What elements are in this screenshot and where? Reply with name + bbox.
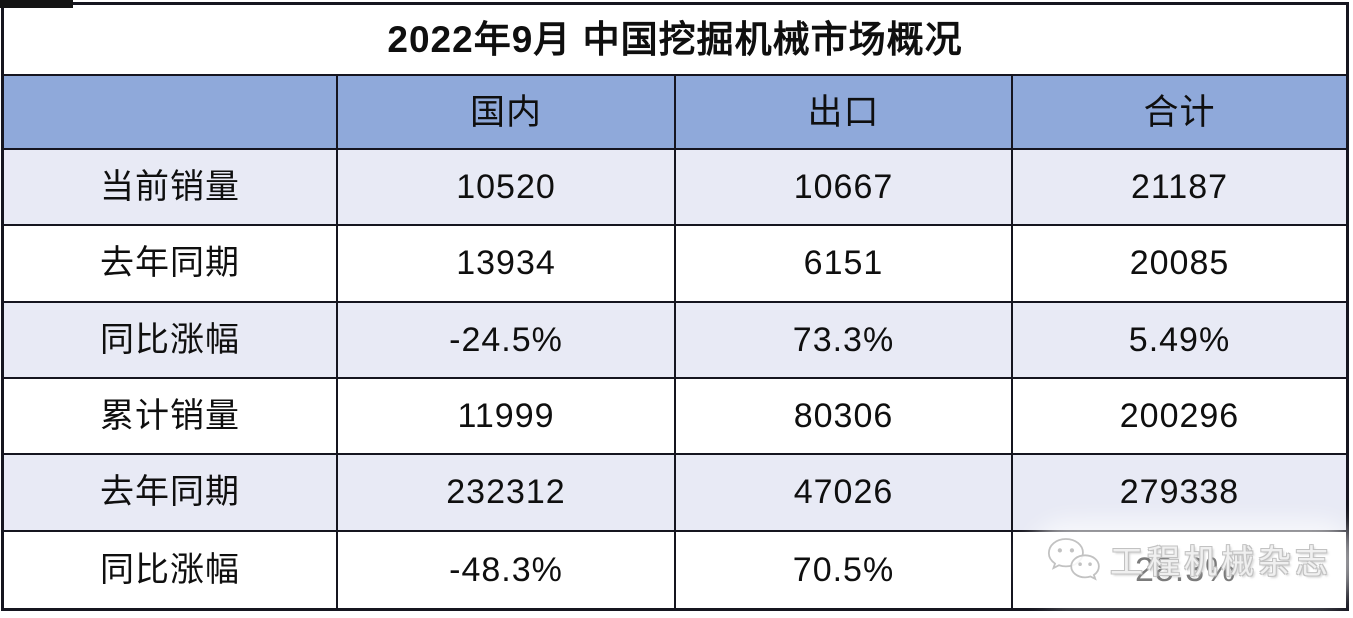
row-label: 同比涨幅 xyxy=(4,302,338,379)
top-left-black-bar xyxy=(0,0,73,8)
cell-value: 47026 xyxy=(676,455,1013,532)
cell-value: 21187 xyxy=(1013,150,1346,227)
column-header-export: 出口 xyxy=(676,76,1013,150)
cell-value: 232312 xyxy=(338,455,676,532)
column-header-domestic: 国内 xyxy=(338,76,676,150)
cell-value: 70.5% xyxy=(676,531,1013,608)
cell-value: 279338 xyxy=(1013,455,1346,532)
row-label: 同比涨幅 xyxy=(4,531,338,608)
cell-value: 10667 xyxy=(676,150,1013,227)
cell-value: 80306 xyxy=(676,379,1013,456)
cell-value: 11999 xyxy=(338,379,676,456)
row-label: 累计销量 xyxy=(4,379,338,456)
cell-value: 73.3% xyxy=(676,302,1013,379)
row-label: 去年同期 xyxy=(4,455,338,532)
table-title: 2022年9月 中国挖掘机械市场概况 xyxy=(4,5,1346,76)
cell-value: -28.3% xyxy=(1013,531,1346,608)
column-header-total: 合计 xyxy=(1013,76,1346,150)
cell-value: 10520 xyxy=(338,150,676,227)
cell-value: 5.49% xyxy=(1013,302,1346,379)
column-header-empty xyxy=(4,76,338,150)
cell-value: -48.3% xyxy=(338,531,676,608)
cell-value: -24.5% xyxy=(338,302,676,379)
cell-value: 6151 xyxy=(676,226,1013,303)
row-label: 去年同期 xyxy=(4,226,338,303)
row-label: 当前销量 xyxy=(4,150,338,227)
cell-value: 200296 xyxy=(1013,379,1346,456)
cell-value: 20085 xyxy=(1013,226,1346,303)
cell-value: 13934 xyxy=(338,226,676,303)
